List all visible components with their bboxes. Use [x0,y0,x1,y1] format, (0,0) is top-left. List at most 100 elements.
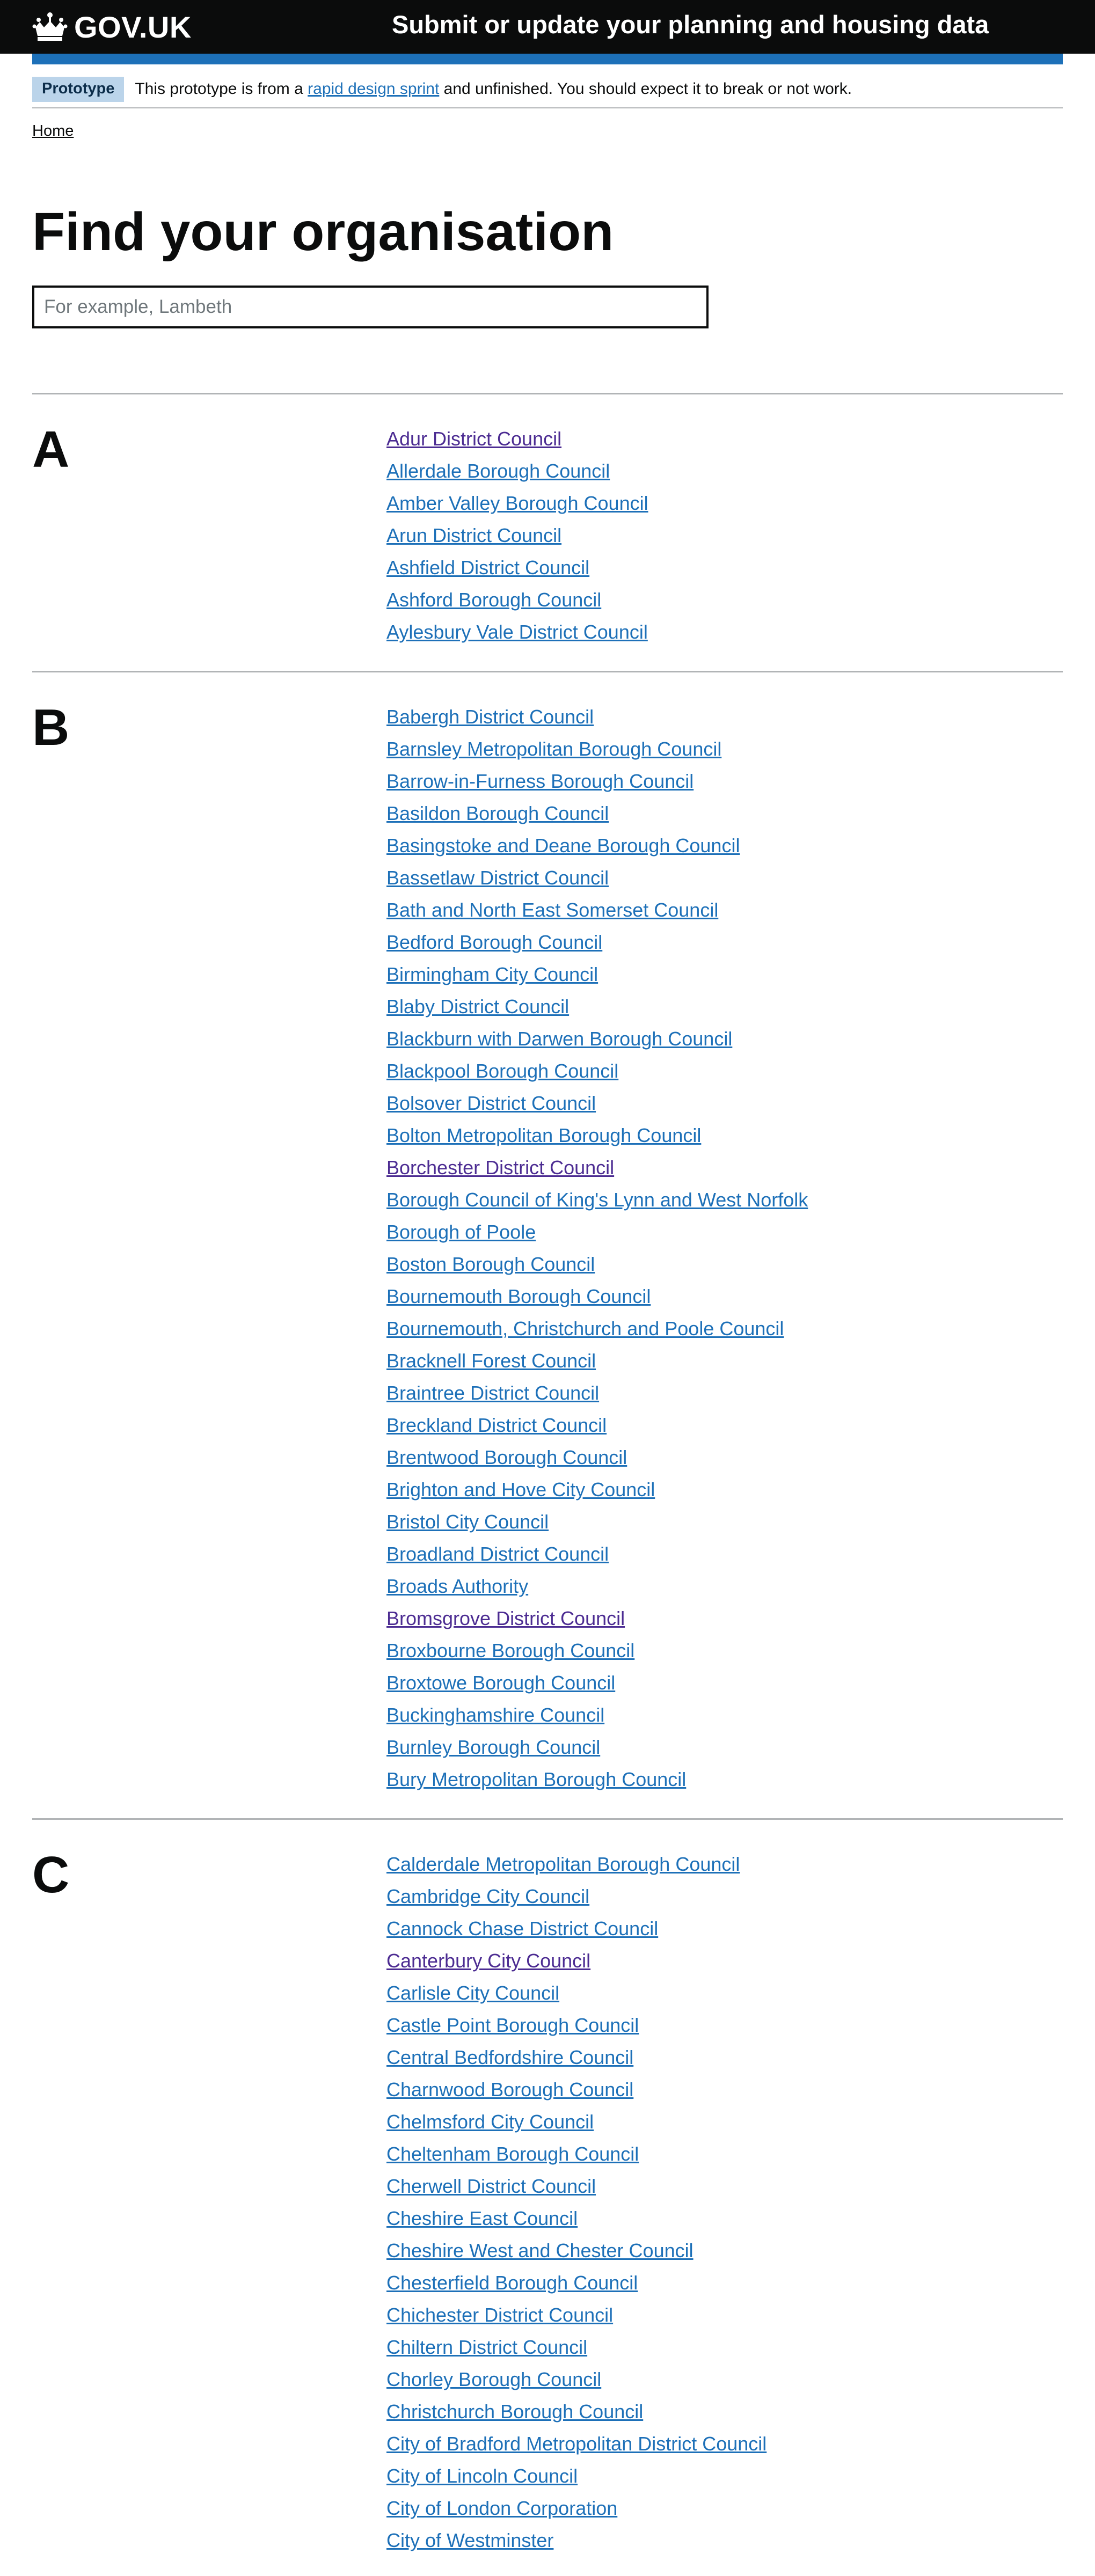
organisation-link[interactable]: Amber Valley Borough Council [386,492,648,514]
list-item: Carlisle City Council [386,1977,766,2009]
organisation-link[interactable]: Borough of Poole [386,1221,536,1243]
organisation-link[interactable]: Cherwell District Council [386,2175,596,2197]
organisation-link[interactable]: Broxtowe Borough Council [386,1672,616,1694]
organisation-link[interactable]: Castle Point Borough Council [386,2014,639,2036]
govuk-logo-link[interactable]: GOV.UK [32,9,192,45]
organisation-link[interactable]: Bristol City Council [386,1511,549,1533]
organisation-link[interactable]: Bournemouth Borough Council [386,1285,651,1307]
organisation-link[interactable]: Buckinghamshire Council [386,1704,605,1726]
organisation-link[interactable]: Arun District Council [386,524,562,546]
organisation-link[interactable]: Bracknell Forest Council [386,1350,596,1372]
organisation-search-input[interactable] [32,286,709,328]
organisation-link[interactable]: Carlisle City Council [386,1982,560,2004]
organisation-link[interactable]: Basingstoke and Deane Borough Council [386,835,740,857]
organisation-link[interactable]: Charnwood Borough Council [386,2079,634,2101]
list-item: Cheshire East Council [386,2202,766,2235]
organisation-link[interactable]: Bromsgrove District Council [386,1607,625,1629]
list-item: Breckland District Council [386,1409,808,1441]
organisation-link[interactable]: Christchurch Borough Council [386,2401,644,2423]
organisation-link[interactable]: Blaby District Council [386,996,570,1018]
list-item: Babergh District Council [386,701,808,733]
list-item: Christchurch Borough Council [386,2396,766,2428]
organisation-link[interactable]: Allerdale Borough Council [386,460,610,482]
organisation-link[interactable]: Blackpool Borough Council [386,1060,619,1082]
rapid-design-sprint-link[interactable]: rapid design sprint [308,80,440,98]
organisation-link[interactable]: Ashford Borough Council [386,589,602,611]
organisation-link[interactable]: Blackburn with Darwen Borough Council [386,1028,733,1050]
section-divider [32,1818,1063,1820]
organisation-link[interactable]: Cheshire West and Chester Council [386,2240,694,2262]
list-item: Adur District Council [386,423,648,455]
organisation-link[interactable]: Bassetlaw District Council [386,867,609,889]
list-item: Basingstoke and Deane Borough Council [386,830,808,862]
organisation-link[interactable]: Ashfield District Council [386,557,590,579]
list-item: Cambridge City Council [386,1880,766,1913]
organisation-link[interactable]: Bath and North East Somerset Council [386,899,719,921]
organisation-link[interactable]: Braintree District Council [386,1382,600,1404]
organisation-link[interactable]: City of Westminster [386,2529,554,2551]
list-item: Broxbourne Borough Council [386,1635,808,1667]
organisation-link[interactable]: Brighton and Hove City Council [386,1479,655,1501]
organisation-link[interactable]: City of Bradford Metropolitan District C… [386,2433,767,2455]
list-item: Ashfield District Council [386,552,648,584]
organisation-link[interactable]: Cambridge City Council [386,1885,590,1907]
list-item: Aylesbury Vale District Council [386,616,648,648]
organisation-link[interactable]: Basildon Borough Council [386,802,609,824]
organisation-link[interactable]: Bolton Metropolitan Borough Council [386,1124,702,1146]
organisation-link[interactable]: Calderdale Metropolitan Borough Council [386,1853,740,1875]
organisation-link[interactable]: Cannock Chase District Council [386,1918,659,1940]
list-item: Broxtowe Borough Council [386,1667,808,1699]
organisation-list: Adur District Council Allerdale Borough C… [386,423,648,648]
organisation-link[interactable]: Broadland District Council [386,1543,609,1565]
organisation-link[interactable]: City of Lincoln Council [386,2465,578,2487]
organisation-link[interactable]: Borough Council of King's Lynn and West … [386,1189,808,1211]
list-item: Chiltern District Council [386,2331,766,2363]
organisation-list: Calderdale Metropolitan Borough Council C… [386,1848,766,2557]
organisation-link[interactable]: Canterbury City Council [386,1950,591,1972]
organisation-link[interactable]: Chichester District Council [386,2304,614,2326]
list-item: Bracknell Forest Council [386,1345,808,1377]
organisation-link[interactable]: Chiltern District Council [386,2336,588,2358]
organisation-link[interactable]: City of London Corporation [386,2497,618,2519]
organisation-link[interactable]: Broxbourne Borough Council [386,1640,635,1662]
organisation-link[interactable]: Babergh District Council [386,706,594,728]
organisation-link[interactable]: Chelmsford City Council [386,2111,594,2133]
list-item: Bristol City Council [386,1506,808,1538]
organisation-link[interactable]: Cheshire East Council [386,2207,578,2229]
list-item: Bournemouth Borough Council [386,1280,808,1313]
organisation-link[interactable]: Bury Metropolitan Borough Council [386,1768,687,1790]
organisation-link[interactable]: Borchester District Council [386,1157,615,1179]
organisation-link[interactable]: Bedford Borough Council [386,931,603,953]
organisation-link[interactable]: Cheltenham Borough Council [386,2143,639,2165]
list-item: Barrow-in-Furness Borough Council [386,765,808,797]
organisation-link[interactable]: Breckland District Council [386,1414,607,1436]
list-item: Braintree District Council [386,1377,808,1409]
list-item: Blaby District Council [386,991,808,1023]
organisation-link[interactable]: Adur District Council [386,428,562,450]
organisation-link[interactable]: Bolsover District Council [386,1092,596,1114]
organisation-link[interactable]: Bournemouth, Christchurch and Poole Coun… [386,1318,784,1340]
section-letter: B [32,699,70,756]
organisation-link[interactable]: Chorley Borough Council [386,2368,602,2390]
list-item: Barnsley Metropolitan Borough Council [386,733,808,765]
list-item: Brentwood Borough Council [386,1441,808,1474]
list-item: Borough of Poole [386,1216,808,1248]
service-name-link[interactable]: Submit or update your planning and housi… [392,10,989,39]
breadcrumb-home-link[interactable]: Home [32,122,74,140]
list-item: Charnwood Borough Council [386,2074,766,2106]
organisation-link[interactable]: Broads Authority [386,1575,529,1597]
list-item: Cheshire West and Chester Council [386,2235,766,2267]
organisation-link[interactable]: Burnley Borough Council [386,1736,601,1758]
phase-text-after: and unfinished. You should expect it to … [439,80,852,98]
list-item: Bassetlaw District Council [386,862,808,894]
list-item: Bolsover District Council [386,1087,808,1119]
list-item: Ashford Borough Council [386,584,648,616]
organisation-link[interactable]: Brentwood Borough Council [386,1446,627,1468]
organisation-link[interactable]: Barrow-in-Furness Borough Council [386,770,694,792]
organisation-link[interactable]: Chesterfield Borough Council [386,2272,638,2294]
organisation-link[interactable]: Boston Borough Council [386,1253,595,1275]
organisation-link[interactable]: Barnsley Metropolitan Borough Council [386,738,722,760]
organisation-link[interactable]: Central Bedfordshire Council [386,2046,634,2068]
organisation-link[interactable]: Birmingham City Council [386,963,598,985]
organisation-link[interactable]: Aylesbury Vale District Council [386,621,648,643]
